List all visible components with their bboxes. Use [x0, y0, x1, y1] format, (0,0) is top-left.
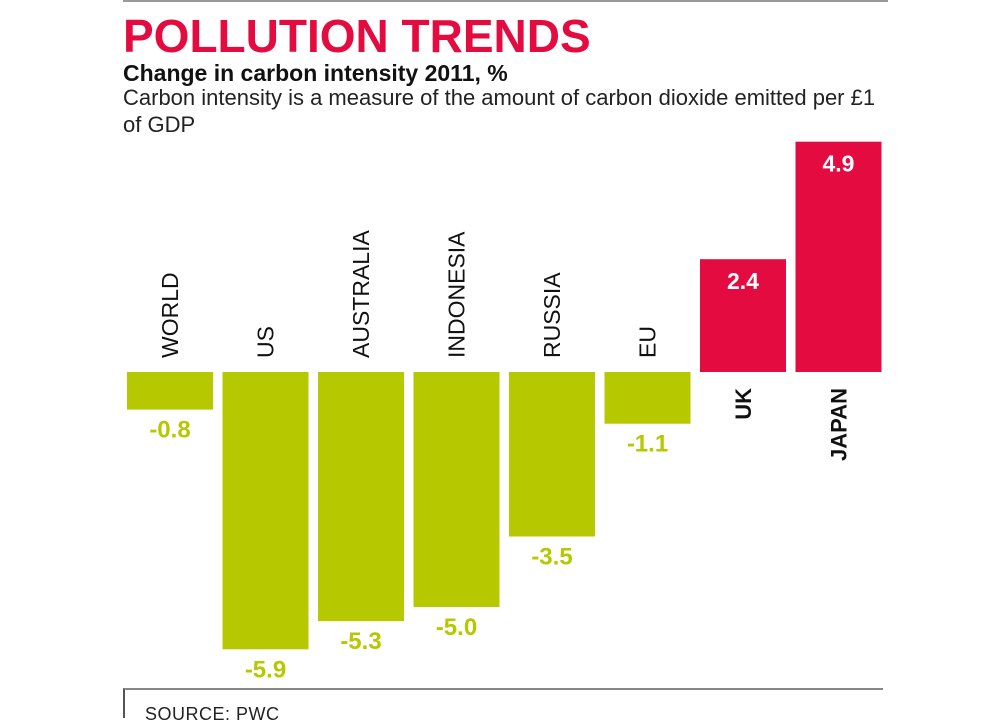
category-label-world: WORLD	[157, 272, 183, 358]
bar-us	[222, 372, 309, 650]
bar-australia	[318, 372, 404, 622]
value-label-indonesia: -5.0	[436, 614, 477, 641]
top-rule	[123, 0, 888, 2]
bar-uk	[700, 259, 786, 372]
bar-eu	[604, 372, 691, 424]
bar-japan	[795, 141, 882, 372]
category-label-us: US	[253, 326, 279, 358]
value-label-eu: -1.1	[627, 431, 668, 458]
category-label-indonesia: INDONESIA	[444, 231, 470, 358]
category-label-australia: AUSTRALIA	[348, 230, 374, 358]
bar-russia	[509, 372, 595, 537]
category-label-uk: UK	[731, 388, 756, 420]
bar-indonesia	[413, 372, 500, 607]
source-note: SOURCE: PWC	[123, 688, 883, 724]
value-label-australia: -5.3	[340, 628, 381, 655]
value-label-russia: -3.5	[531, 544, 572, 571]
category-label-eu: EU	[635, 326, 661, 358]
category-label-russia: RUSSIA	[539, 272, 565, 358]
chart-subtitle: Change in carbon intensity 2011, %	[123, 60, 508, 86]
value-label-us: -5.9	[245, 656, 286, 683]
chart-description: Carbon intensity is a measure of the amo…	[123, 85, 876, 137]
value-label-world: -0.8	[149, 417, 190, 444]
chart-title: POLLUTION TRENDS	[123, 10, 591, 62]
category-label-japan: JAPAN	[827, 388, 852, 461]
value-label-uk: 2.4	[727, 268, 759, 294]
bar-world	[127, 372, 213, 410]
value-label-japan: 4.9	[823, 151, 855, 177]
